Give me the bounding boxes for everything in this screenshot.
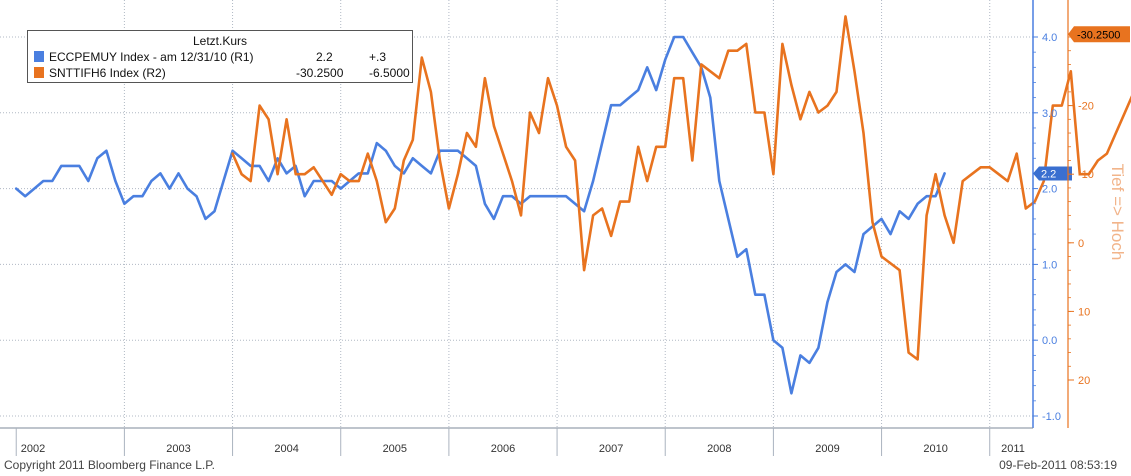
r2-tick-label: 20 (1078, 375, 1090, 387)
r1-tick-label: 4.0 (1042, 32, 1057, 44)
x-tick-label: 2008 (707, 443, 731, 455)
r2-last-value-label: -30.2500 (1077, 29, 1120, 41)
x-tick-label: 2002 (21, 443, 45, 455)
legend-row-ecc: ECCPEMUY Index - am 12/31/10 (R1) 2.2 +.… (34, 50, 406, 65)
r1-tick-label: 3.0 (1042, 108, 1057, 120)
x-tick-label: 2010 (923, 443, 947, 455)
r2-tick-label: -10 (1078, 169, 1094, 181)
x-tick-label: 2004 (274, 443, 298, 455)
r2-tick-label: 0 (1078, 238, 1084, 250)
r2-tick-label: -20 (1078, 101, 1094, 113)
legend-change-ecc: +.3 (369, 50, 387, 64)
footer-copyright: Copyright 2011 Bloomberg Finance L.P. (4, 458, 216, 472)
r2-tick-label: 10 (1078, 306, 1090, 318)
r2-last-value-tag (1068, 26, 1130, 43)
x-tick-label: 2007 (599, 443, 623, 455)
x-tick-label: 2006 (491, 443, 515, 455)
footer-timestamp: 09-Feb-2011 08:53:19 (999, 458, 1117, 472)
legend-name-ecc: ECCPEMUY Index - am 12/31/10 (R1) (49, 50, 254, 64)
series-line-eccpemuy (14, 35, 946, 395)
legend-name-snt: SNTTIFH6 Index (R2) (49, 66, 166, 80)
r1-last-value-tag (1033, 166, 1072, 181)
r1-tick-label: 0.0 (1042, 335, 1057, 347)
series-layer (14, 15, 1131, 395)
series-line-snttifh6 (231, 15, 1131, 361)
x-tick-label: 2005 (383, 443, 407, 455)
legend-change-snt: -6.5000 (369, 66, 410, 80)
legend-row-snt: SNTTIFH6 Index (R2) -30.2500 -6.5000 (34, 66, 410, 81)
x-tick-label: 2009 (815, 443, 839, 455)
right-axis-r1: 4.0 3.0 2.0 1.0 0.0 -1.0 2.2 (1032, 0, 1072, 428)
x-tick-label: 2003 (166, 443, 190, 455)
chart-legend: Letzt.Kurs ECCPEMUY Index - am 12/31/10 … (27, 30, 413, 83)
r1-tick-label: -1.0 (1042, 411, 1061, 423)
legend-swatch-blue (34, 51, 44, 62)
r1-tick-label: 1.0 (1042, 259, 1057, 271)
r1-tick-label: 2.0 (1042, 184, 1057, 196)
x-tick-label: 2011 (1001, 443, 1025, 455)
legend-swatch-orange (34, 67, 44, 78)
right-axis-r2: -20 -10 0 10 20 Tief => Hoch -30.2500 (1067, 0, 1130, 428)
r1-last-value-label: 2.2 (1041, 168, 1056, 180)
legend-title: Letzt.Kurs (192, 34, 248, 48)
grid (0, 0, 1033, 428)
r2-axis-title: Tief => Hoch (1108, 164, 1127, 261)
legend-value-snt: -30.2500 (296, 66, 344, 80)
legend-value-ecc: 2.2 (316, 50, 333, 64)
x-axis: 2002 2003 2004 2005 2006 2007 2008 2009 2010 2011 (0, 427, 1033, 456)
